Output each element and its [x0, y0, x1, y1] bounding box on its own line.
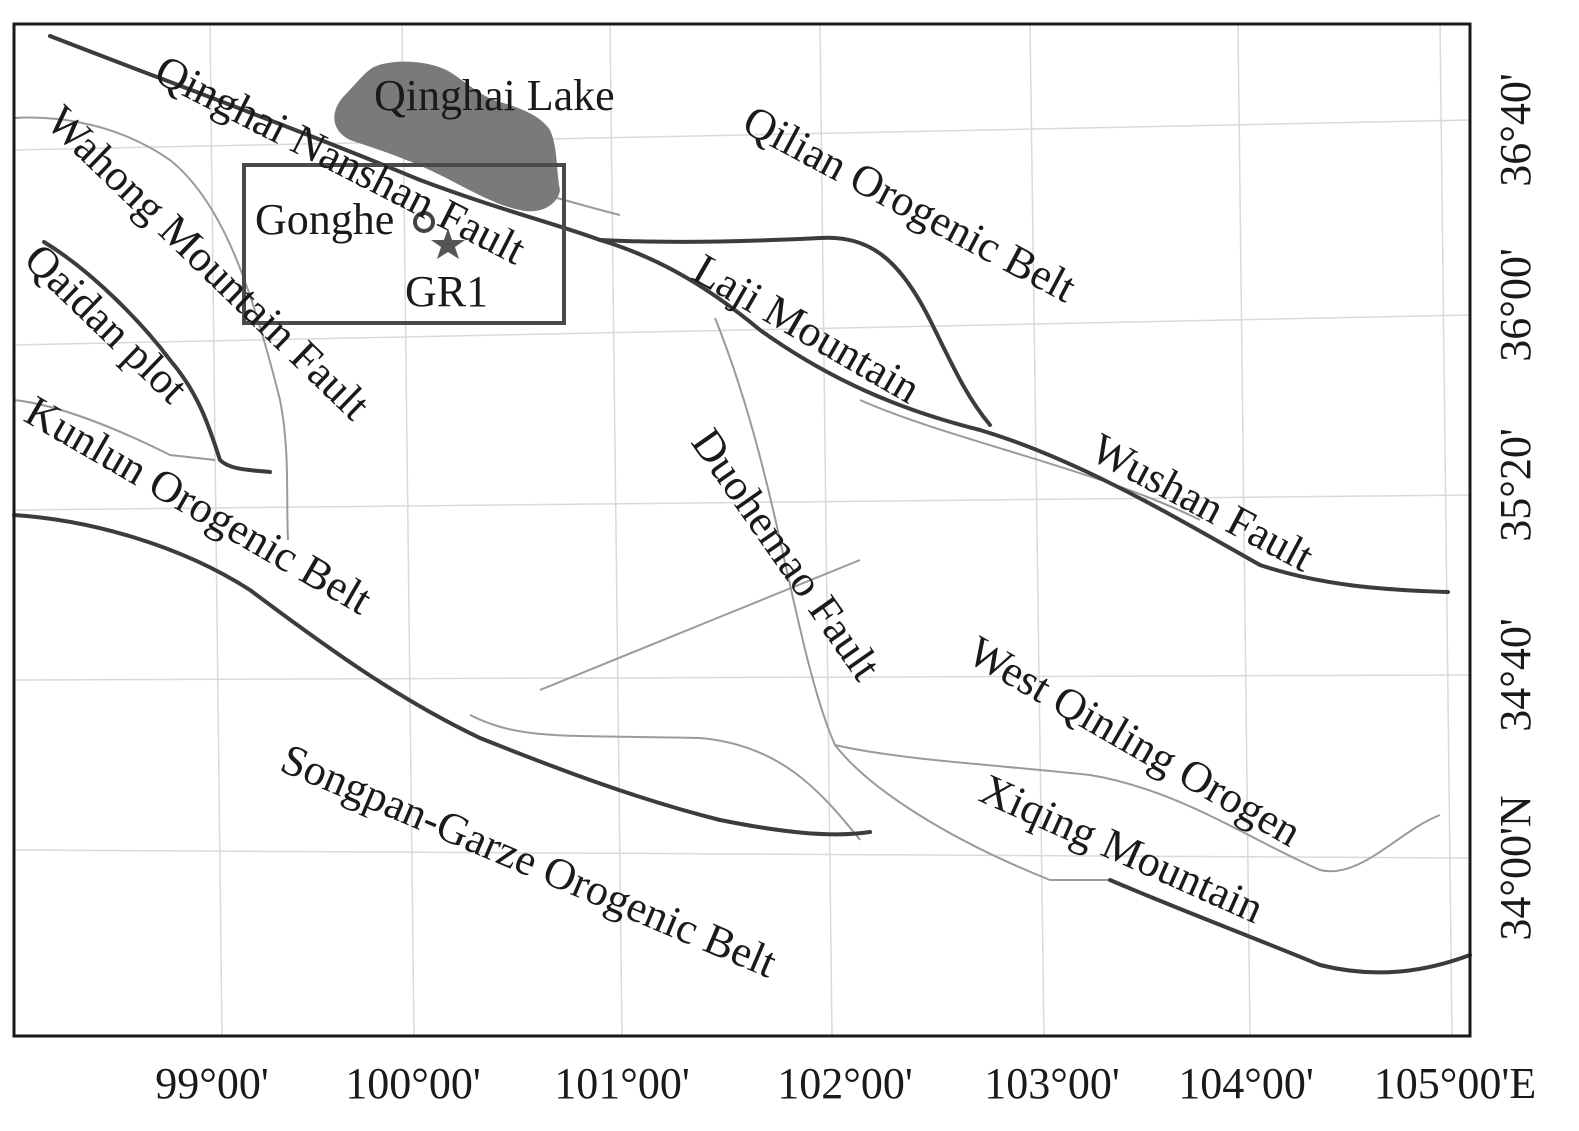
major-faults: [12, 34, 1472, 975]
qilian-branch-line: [598, 235, 992, 427]
latitude-axis: 36°40' 36°00' 35°20' 34°40' 34°00'N: [1491, 73, 1540, 940]
study-area-box: [242, 163, 566, 325]
qinghai-lake-shape: [334, 61, 560, 212]
map-background: [14, 24, 1470, 1036]
lat-tick: 35°20': [1491, 428, 1540, 542]
lon-tick: 102°00': [777, 1059, 913, 1108]
lon-tick: 99°00': [155, 1059, 269, 1108]
lat-tick: 34°00'N: [1491, 795, 1540, 940]
qinghai-nanshan-fault-line: [48, 34, 1450, 594]
lon-tick: 100°00': [345, 1059, 481, 1108]
longitude-axis: 99°00' 100°00' 101°00' 102°00' 103°00' 1…: [155, 1059, 1536, 1108]
gonghe-marker: [413, 211, 435, 233]
lon-tick: 104°00': [1178, 1059, 1314, 1108]
lon-tick: 101°00': [554, 1059, 690, 1108]
qaidan-fault-line: [42, 240, 272, 474]
xiqing-fault-line: [1108, 878, 1472, 975]
lon-tick: 103°00': [984, 1059, 1120, 1108]
map-frame: [12, 22, 1472, 1038]
lon-tick: 105°00'E: [1374, 1059, 1536, 1108]
label-qinghai-lake: Qinghai Lake: [374, 71, 615, 120]
lat-tick: 34°40': [1491, 618, 1540, 732]
star-icon: [431, 228, 465, 259]
kunlun-fault-line: [12, 513, 872, 837]
lat-tick: 36°40': [1491, 73, 1540, 187]
graticule: [13, 23, 1471, 1037]
label-gr1: GR1: [405, 267, 488, 316]
label-gonghe: Gonghe: [255, 195, 394, 244]
lat-tick: 36°00': [1491, 248, 1540, 362]
